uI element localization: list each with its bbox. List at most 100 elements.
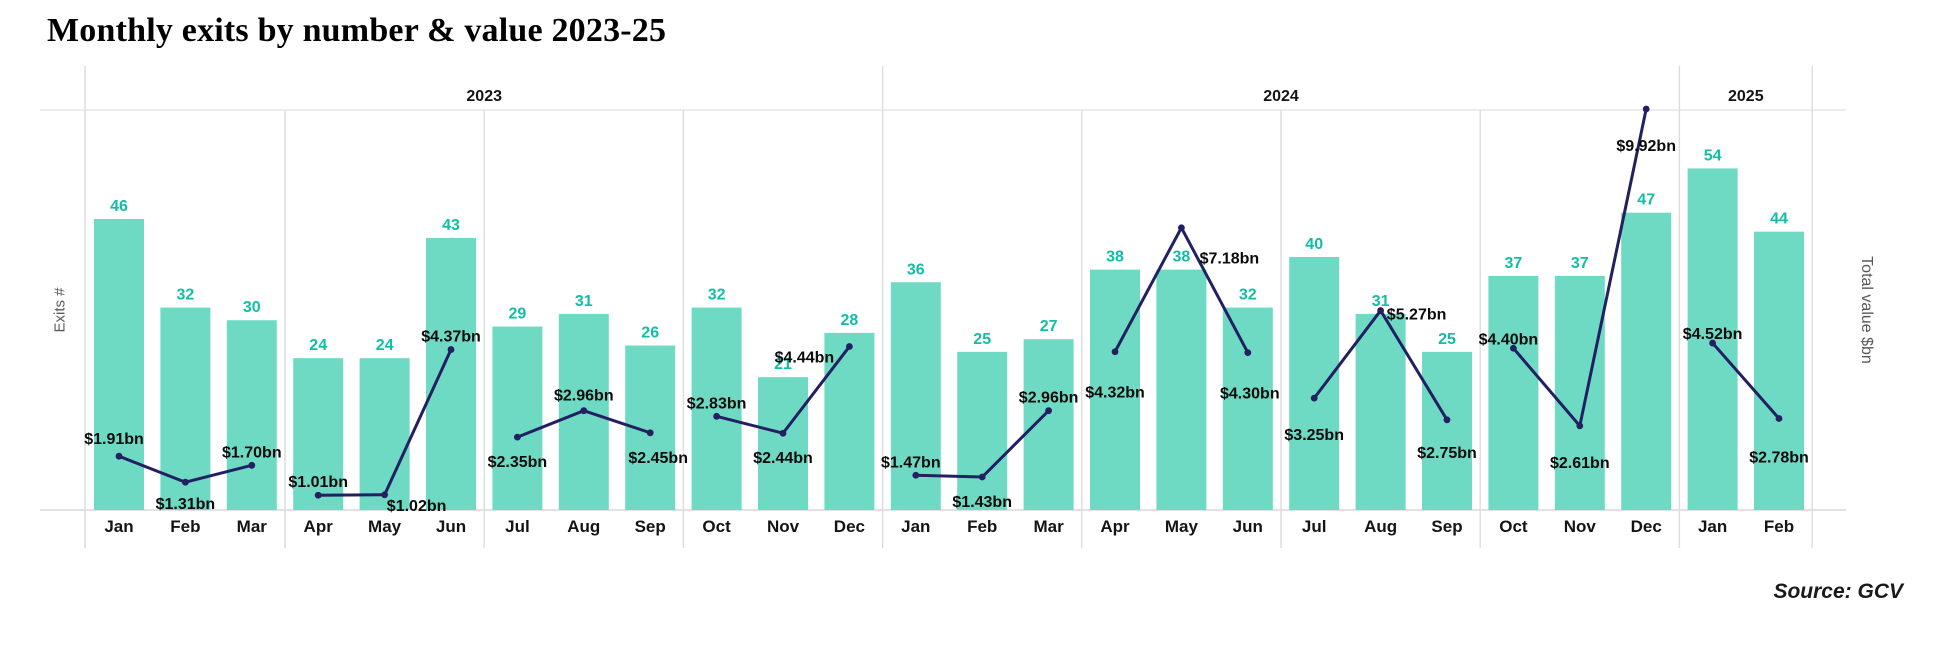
bar-may-16 xyxy=(1156,269,1207,510)
value-label: $4.32bn xyxy=(1085,385,1145,402)
bar-count-label: 47 xyxy=(1637,192,1655,209)
bar-jan-24 xyxy=(1687,168,1738,510)
bar-count-label: 37 xyxy=(1571,255,1589,272)
month-label: Oct xyxy=(702,517,731,536)
bar-jul-18 xyxy=(1289,256,1340,510)
bar-count-label: 24 xyxy=(376,337,394,354)
month-label: Jul xyxy=(505,517,530,536)
value-point xyxy=(115,452,123,460)
value-label: $1.91bn xyxy=(84,431,144,448)
month-label: Mar xyxy=(1033,517,1064,536)
bar-count-label: 32 xyxy=(1239,287,1257,304)
value-point xyxy=(514,433,521,441)
bar-count-label: 25 xyxy=(1438,331,1456,348)
value-label: $2.75bn xyxy=(1417,445,1477,462)
bar-may-4 xyxy=(359,358,410,510)
value-point xyxy=(1377,307,1384,314)
month-label: Oct xyxy=(1499,517,1528,536)
value-point xyxy=(1642,105,1650,113)
bar-sep-20 xyxy=(1422,351,1472,510)
value-point xyxy=(912,471,920,479)
value-label: $4.37bn xyxy=(421,329,481,346)
value-label: $2.44bn xyxy=(753,450,813,467)
value-point xyxy=(447,346,455,353)
month-label: Dec xyxy=(834,517,865,536)
source-label: Source: GCV xyxy=(1773,580,1903,603)
bar-count-label: 38 xyxy=(1173,249,1191,266)
value-label: $1.47bn xyxy=(881,454,941,471)
value-point xyxy=(182,478,189,486)
value-label: $2.96bn xyxy=(1019,390,1079,407)
month-label: Jun xyxy=(1233,517,1263,536)
value-label: $1.70bn xyxy=(222,444,282,461)
bar-count-label: 36 xyxy=(907,261,925,278)
bar-dec-23 xyxy=(1621,212,1672,511)
bar-count-label: 54 xyxy=(1704,147,1722,164)
bar-jun-17 xyxy=(1222,307,1273,510)
month-label: May xyxy=(368,517,402,536)
value-point xyxy=(248,461,256,469)
value-point xyxy=(580,407,588,415)
bar-mar-14 xyxy=(1023,339,1074,510)
month-label: Sep xyxy=(1431,517,1462,536)
bar-count-label: 25 xyxy=(973,331,991,348)
month-label: Nov xyxy=(767,517,800,536)
value-point xyxy=(1310,394,1318,402)
bar-count-label: 32 xyxy=(708,287,726,304)
month-label: Nov xyxy=(1564,517,1597,536)
bar-count-label: 44 xyxy=(1770,211,1788,228)
bar-count-label: 21 xyxy=(774,356,792,373)
value-label: $1.02bn xyxy=(387,498,447,515)
value-label: $4.52bn xyxy=(1683,326,1743,343)
month-label: Jan xyxy=(1698,517,1727,536)
bar-count-label: 32 xyxy=(177,287,195,304)
value-label: $9.92bn xyxy=(1616,138,1676,155)
value-label: $1.01bn xyxy=(288,474,348,491)
value-point xyxy=(978,473,986,481)
bar-feb-25 xyxy=(1754,231,1804,510)
value-point xyxy=(1709,339,1716,347)
bar-count-label: 27 xyxy=(1040,318,1058,335)
bar-oct-21 xyxy=(1488,275,1539,510)
month-label: Jun xyxy=(436,517,466,536)
month-label: Jul xyxy=(1302,517,1327,536)
value-label: $1.43bn xyxy=(952,494,1012,511)
month-label: Feb xyxy=(967,517,997,536)
value-point xyxy=(713,412,720,420)
value-label: $5.27bn xyxy=(1387,307,1447,324)
bar-nov-10 xyxy=(758,377,808,510)
bar-count-label: 38 xyxy=(1106,249,1124,266)
bar-count-label: 46 xyxy=(110,198,128,215)
chart-title: Monthly exits by number & value 2023-25 xyxy=(47,12,667,49)
value-label: $4.40bn xyxy=(1479,331,1539,348)
bar-apr-3 xyxy=(293,358,344,510)
bar-count-label: 29 xyxy=(509,306,527,323)
bar-count-label: 37 xyxy=(1505,255,1523,272)
bar-count-label: 26 xyxy=(641,325,659,342)
bar-count-label: 28 xyxy=(841,312,859,329)
year-label-2024: 2024 xyxy=(1263,88,1299,105)
month-label: Dec xyxy=(1631,517,1662,536)
bar-count-label: 40 xyxy=(1305,236,1323,253)
bar-count-label: 24 xyxy=(309,337,327,354)
bar-oct-9 xyxy=(691,307,742,510)
value-label: $2.35bn xyxy=(488,454,548,471)
value-label: $2.45bn xyxy=(628,450,688,467)
bar-aug-19 xyxy=(1355,313,1406,510)
value-point xyxy=(1775,415,1783,422)
month-label: Apr xyxy=(1100,517,1130,536)
bar-jul-6 xyxy=(492,326,543,510)
value-line-segment xyxy=(1711,341,1781,420)
year-label-2025: 2025 xyxy=(1728,88,1764,105)
month-label: Feb xyxy=(1764,517,1794,536)
month-label: Sep xyxy=(635,517,666,536)
month-label: Apr xyxy=(304,517,334,536)
value-point xyxy=(646,429,654,437)
month-label: Jan xyxy=(901,517,930,536)
value-point xyxy=(1510,344,1517,352)
month-label: Aug xyxy=(567,517,600,536)
month-label: Mar xyxy=(237,517,268,536)
value-label: $1.31bn xyxy=(156,496,216,513)
